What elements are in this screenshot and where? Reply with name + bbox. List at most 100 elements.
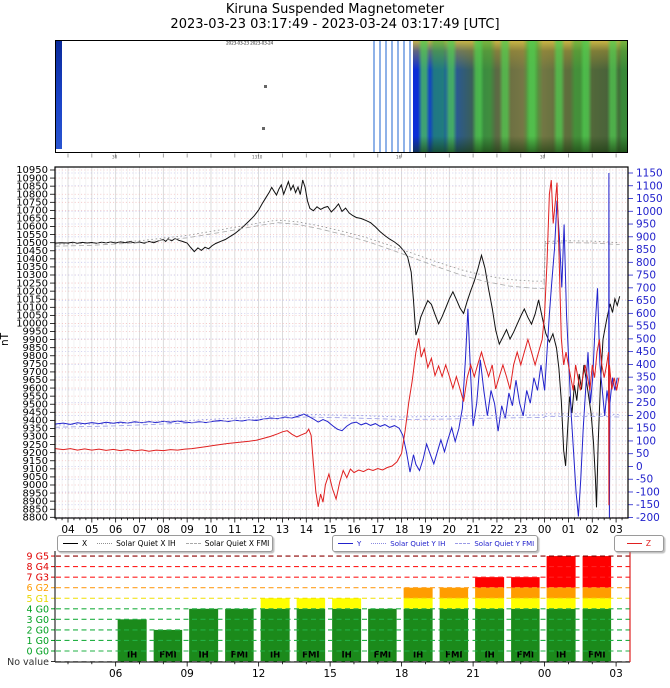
legend-item: Solar Quiet Y IH xyxy=(371,540,445,548)
kindex-bar-segment xyxy=(582,556,612,588)
left-tick-label: 9600 xyxy=(23,383,48,394)
right-tick-label: 600 xyxy=(636,308,656,320)
right-tick-label: 550 xyxy=(636,321,656,333)
kindex-x-tick-label: 21 xyxy=(466,668,479,680)
legend-item: Y xyxy=(338,540,361,548)
x-tick-label: 12 xyxy=(252,524,265,536)
right-tick-label: 700 xyxy=(636,282,656,294)
keogram-tiny-mark xyxy=(262,127,265,130)
left-tick-label: 10400 xyxy=(16,254,48,265)
magnetogram-chart: 1095010900108501080010750107001065010600… xyxy=(0,153,663,536)
right-tick-label: 1050 xyxy=(636,193,663,205)
legend-label: Solar Quiet Y FMI xyxy=(474,539,535,548)
kindex-bar-station-label: FMI xyxy=(302,651,319,661)
legend-y-components: Y Solar Quiet Y IH Solar Quiet Y FMI xyxy=(332,535,538,552)
x-tick-label: 21 xyxy=(466,524,479,536)
kindex-level-label: 6 G2 xyxy=(27,583,49,594)
legend-item: Solar Quiet X IH xyxy=(97,539,176,548)
line-sample-solid-icon xyxy=(338,543,353,544)
left-tick-label: 9950 xyxy=(23,327,48,338)
left-tick-label: 10900 xyxy=(16,173,48,184)
right-axis: 1150110010501000950900850800750700650600… xyxy=(55,168,663,524)
keogram-stripe-region xyxy=(369,41,413,152)
right-tick-label: 950 xyxy=(636,219,656,231)
right-tick-label: -200 xyxy=(636,512,660,524)
kindex-bar-station-label: IH xyxy=(341,651,351,661)
x-tick-label: 05 xyxy=(85,524,98,536)
left-tick-label: 8900 xyxy=(23,496,48,507)
left-tick-label: 9850 xyxy=(23,343,48,354)
series-line-solar-quiet-x-ih xyxy=(55,219,620,282)
kindex-bar xyxy=(368,608,397,662)
kindex-bar-segment xyxy=(475,598,505,609)
right-tick-label: 1150 xyxy=(636,168,663,180)
x-tick-label: 06 xyxy=(109,524,123,536)
magnetogram-series xyxy=(55,172,621,518)
x-tick-label: 04 xyxy=(61,524,75,536)
left-tick-label: 10550 xyxy=(16,230,48,241)
left-tick-label: 10200 xyxy=(16,286,48,297)
kindex-bar-station-label: IH xyxy=(270,651,280,661)
kindex-bar xyxy=(582,608,612,662)
x-tick-label: 03 xyxy=(609,524,622,536)
left-tick-label: 9900 xyxy=(23,335,48,346)
kindex-bar-segment xyxy=(511,587,540,599)
legend-label: X xyxy=(82,539,88,548)
left-tick-label: 8800 xyxy=(23,513,48,524)
kindex-bar-station-label: FMI xyxy=(231,651,248,661)
left-tick-label: 9400 xyxy=(23,416,48,427)
kindex-level-label: 9 G5 xyxy=(27,552,49,563)
left-tick-label: 9450 xyxy=(23,408,48,419)
x-tick-label: 20 xyxy=(443,524,456,536)
right-tick-label: 150 xyxy=(636,423,656,435)
left-tick-label: 10250 xyxy=(16,278,48,289)
kindex-level-label: 7 G3 xyxy=(27,573,49,584)
magnetogram-x-axis: 04 05 06 07 08 09 10 11 12 13 14 15 16 17 18 19 20 21 22 23… xyxy=(55,518,623,536)
kindex-bar-station-label: IH xyxy=(484,651,494,661)
right-tick-label: 450 xyxy=(636,346,656,358)
title-block: Kiruna Suspended Magnetometer 2023-03-23… xyxy=(0,2,670,32)
line-sample-dotted-icon xyxy=(97,543,113,544)
kindex-bar-segment xyxy=(475,577,505,588)
page-title: Kiruna Suspended Magnetometer xyxy=(225,2,445,17)
left-tick-label: 10650 xyxy=(16,214,48,225)
left-tick-label: 9500 xyxy=(23,399,48,410)
x-tick-label: 02 xyxy=(586,524,599,536)
line-sample-dashed-icon xyxy=(455,543,471,544)
x-tick-label: 08 xyxy=(157,524,170,536)
series-line-solar-quiet-x-fmi xyxy=(55,222,620,290)
left-tick-label: 10150 xyxy=(16,294,48,305)
keogram-aurora-horizon xyxy=(413,136,627,152)
kindex-x-tick-label: 18 xyxy=(395,668,408,680)
kindex-bar-segment xyxy=(296,598,326,609)
legend-x-components: X Solar Quiet X IH Solar Quiet X FMI xyxy=(57,535,273,552)
kindex-bar-segment xyxy=(403,587,433,599)
kindex-level-label: 5 G1 xyxy=(27,594,49,605)
x-tick-label: 07 xyxy=(133,524,146,536)
legend-item: Solar Quiet Y FMI xyxy=(455,540,534,548)
left-tick-label: 10500 xyxy=(16,238,48,249)
kindex-bar-segment xyxy=(511,598,540,609)
x-tick-label: 22 xyxy=(490,524,503,536)
left-tick-label: 8850 xyxy=(23,504,48,515)
kindex-bar-station-label: FMI xyxy=(374,651,391,661)
x-tick-label: 15 xyxy=(323,524,336,536)
kindex-chart: IH FMI IH FMI IH FMI IH FMI IH FMI IH FMI IH FMI 9 G58… xyxy=(7,551,631,680)
kindex-bar-segment xyxy=(475,587,505,599)
left-tick-label: 9700 xyxy=(23,367,48,378)
kindex-bar-segment xyxy=(403,598,433,609)
kindex-bar-station-label: IH xyxy=(127,651,137,661)
kindex-bar-segment xyxy=(332,598,362,609)
magnetogram-plot-border xyxy=(54,166,629,519)
kindex-bar-segment xyxy=(439,598,469,609)
x-tick-label: 14 xyxy=(300,524,314,536)
right-tick-label: 650 xyxy=(636,295,656,307)
x-tick-label: 17 xyxy=(371,524,384,536)
left-tick-label: 9100 xyxy=(23,464,48,475)
legend-item: X xyxy=(63,539,87,548)
left-tick-label: 9750 xyxy=(23,359,48,370)
series-line-z xyxy=(55,180,620,507)
kindex-bar xyxy=(332,608,362,662)
right-tick-label: 1000 xyxy=(636,206,663,218)
